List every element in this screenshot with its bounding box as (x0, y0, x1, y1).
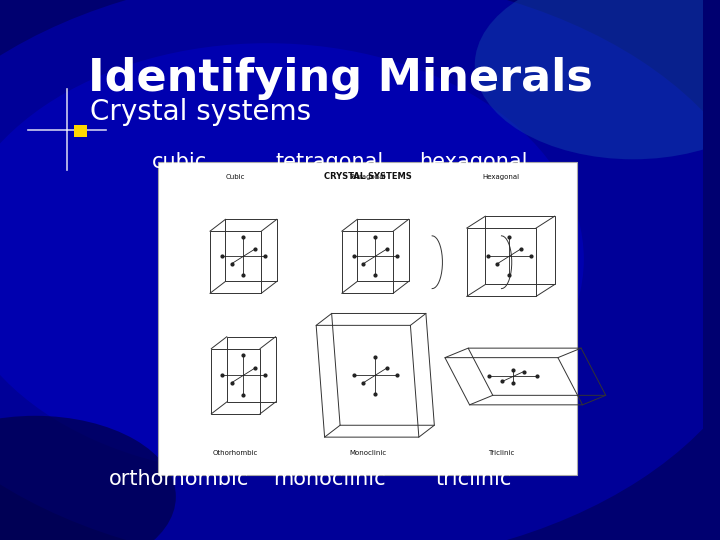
Ellipse shape (474, 0, 720, 159)
Ellipse shape (0, 416, 176, 540)
Text: Tetragonal: Tetragonal (349, 174, 386, 180)
Text: Crystal systems: Crystal systems (90, 98, 311, 126)
Text: tetragonal: tetragonal (275, 152, 383, 172)
Text: monoclinic: monoclinic (273, 469, 385, 489)
Text: triclinic: triclinic (435, 469, 511, 489)
Bar (158, 162, 577, 475)
Text: cubic: cubic (152, 152, 207, 172)
Bar (74, 125, 86, 137)
Text: hexagonal: hexagonal (419, 152, 528, 172)
Text: Triclinic: Triclinic (488, 450, 515, 456)
Text: Identifying Minerals: Identifying Minerals (88, 57, 593, 100)
Text: Cubic: Cubic (226, 174, 246, 180)
Text: orthorhombic: orthorhombic (109, 469, 250, 489)
Text: Hexagonal: Hexagonal (483, 174, 520, 180)
Text: Monoclinic: Monoclinic (349, 450, 386, 456)
Ellipse shape (0, 43, 584, 475)
Text: Othorhombic: Othorhombic (213, 450, 258, 456)
Text: CRYSTAL SYSTEMS: CRYSTAL SYSTEMS (323, 172, 411, 181)
